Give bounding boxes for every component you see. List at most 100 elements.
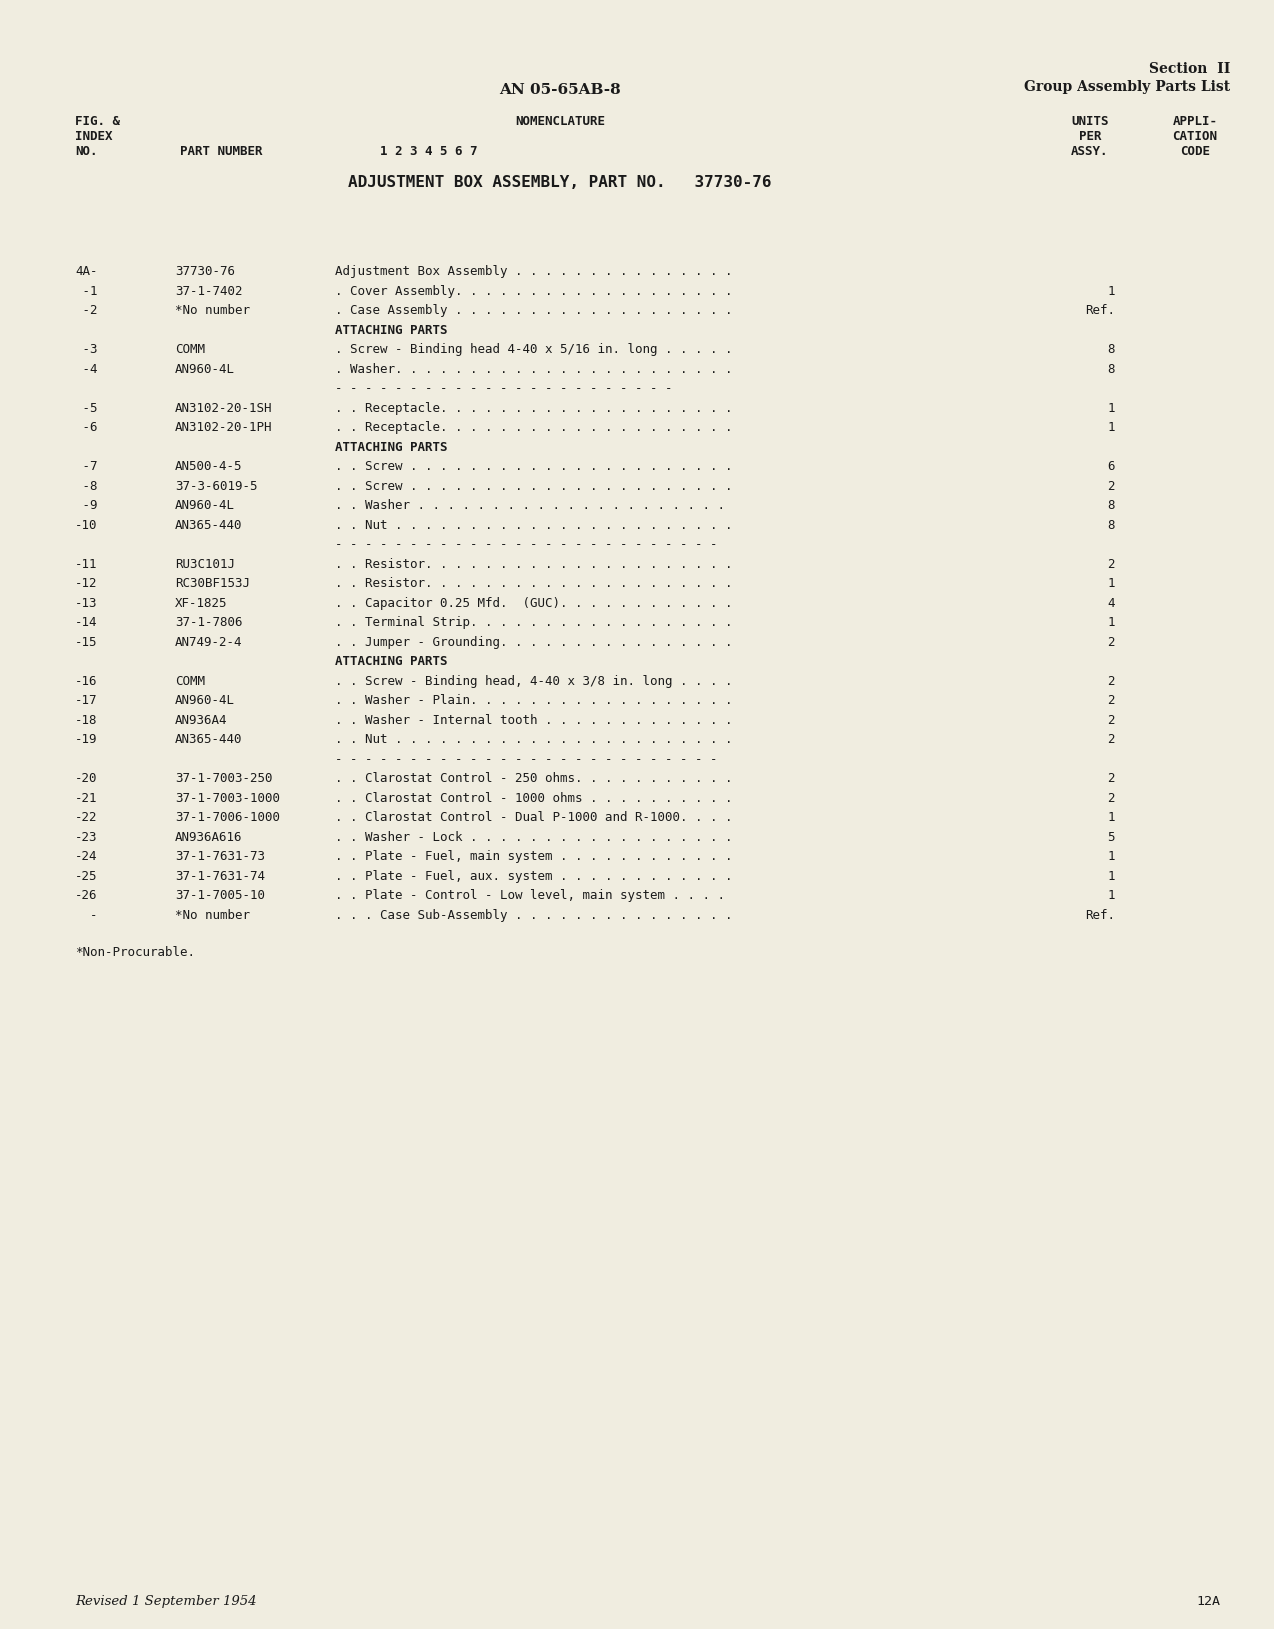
Text: 8: 8 (1107, 518, 1115, 531)
Text: - - - - - - - - - - - - - - - - - - - - - - - - - -: - - - - - - - - - - - - - - - - - - - - … (335, 538, 717, 551)
Text: -25: -25 (75, 870, 98, 883)
Text: 12A: 12A (1196, 1595, 1220, 1608)
Text: 37-1-7631-73: 37-1-7631-73 (175, 850, 265, 863)
Text: . . Plate - Fuel, main system . . . . . . . . . . . .: . . Plate - Fuel, main system . . . . . … (335, 850, 733, 863)
Text: . . Terminal Strip. . . . . . . . . . . . . . . . . .: . . Terminal Strip. . . . . . . . . . . … (335, 616, 733, 629)
Text: -16: -16 (75, 674, 98, 687)
Text: ADJUSTMENT BOX ASSEMBLY, PART NO.   37730-76: ADJUSTMENT BOX ASSEMBLY, PART NO. 37730-… (348, 174, 772, 191)
Text: 1 2 3 4 5 6 7: 1 2 3 4 5 6 7 (380, 145, 478, 158)
Text: 1: 1 (1107, 616, 1115, 629)
Text: AN365-440: AN365-440 (175, 733, 242, 746)
Text: 1: 1 (1107, 870, 1115, 883)
Text: 1: 1 (1107, 577, 1115, 590)
Text: -: - (75, 909, 98, 922)
Text: 8: 8 (1107, 498, 1115, 512)
Text: Section  II: Section II (1149, 62, 1229, 77)
Text: PER: PER (1079, 130, 1101, 143)
Text: . . Nut . . . . . . . . . . . . . . . . . . . . . . .: . . Nut . . . . . . . . . . . . . . . . … (335, 518, 733, 531)
Text: 37-1-7006-1000: 37-1-7006-1000 (175, 811, 280, 824)
Text: -15: -15 (75, 635, 98, 648)
Text: 4: 4 (1107, 596, 1115, 609)
Text: Ref.: Ref. (1085, 909, 1115, 922)
Text: AN749-2-4: AN749-2-4 (175, 635, 242, 648)
Text: -19: -19 (75, 733, 98, 746)
Text: 37-1-7003-1000: 37-1-7003-1000 (175, 792, 280, 805)
Text: NO.: NO. (75, 145, 98, 158)
Text: AN936A4: AN936A4 (175, 714, 228, 727)
Text: 1: 1 (1107, 811, 1115, 824)
Text: -10: -10 (75, 518, 98, 531)
Text: -20: -20 (75, 772, 98, 785)
Text: AN500-4-5: AN500-4-5 (175, 459, 242, 472)
Text: 37-1-7402: 37-1-7402 (175, 285, 242, 298)
Text: . . Screw . . . . . . . . . . . . . . . . . . . . . .: . . Screw . . . . . . . . . . . . . . . … (335, 459, 733, 472)
Text: - - - - - - - - - - - - - - - - - - - - - - - - - -: - - - - - - - - - - - - - - - - - - - - … (335, 753, 717, 766)
Text: AN960-4L: AN960-4L (175, 694, 234, 707)
Text: -9: -9 (75, 498, 98, 512)
Text: *Non-Procurable.: *Non-Procurable. (75, 946, 195, 959)
Text: . Case Assembly . . . . . . . . . . . . . . . . . . .: . Case Assembly . . . . . . . . . . . . … (335, 305, 733, 318)
Text: AN365-440: AN365-440 (175, 518, 242, 531)
Text: INDEX: INDEX (75, 130, 112, 143)
Text: 37-3-6019-5: 37-3-6019-5 (175, 479, 257, 492)
Text: . . Receptacle. . . . . . . . . . . . . . . . . . . .: . . Receptacle. . . . . . . . . . . . . … (335, 401, 733, 414)
Text: . . Washer - Internal tooth . . . . . . . . . . . . .: . . Washer - Internal tooth . . . . . . … (335, 714, 733, 727)
Text: - - - - - - - - - - - - - - - - - - - - - - -: - - - - - - - - - - - - - - - - - - - - … (335, 381, 673, 394)
Text: 2: 2 (1107, 635, 1115, 648)
Text: 2: 2 (1107, 479, 1115, 492)
Text: COMM: COMM (175, 674, 205, 687)
Text: -3: -3 (75, 344, 98, 357)
Text: Ref.: Ref. (1085, 305, 1115, 318)
Text: AN936A616: AN936A616 (175, 831, 242, 844)
Text: *No number: *No number (175, 909, 250, 922)
Text: -12: -12 (75, 577, 98, 590)
Text: PART NUMBER: PART NUMBER (180, 145, 262, 158)
Text: AN960-4L: AN960-4L (175, 363, 234, 376)
Text: 5: 5 (1107, 831, 1115, 844)
Text: . . Plate - Control - Low level, main system . . . .: . . Plate - Control - Low level, main sy… (335, 889, 725, 902)
Text: . . Clarostat Control - 250 ohms. . . . . . . . . . .: . . Clarostat Control - 250 ohms. . . . … (335, 772, 733, 785)
Text: 2: 2 (1107, 714, 1115, 727)
Text: -14: -14 (75, 616, 98, 629)
Text: . Washer. . . . . . . . . . . . . . . . . . . . . . .: . Washer. . . . . . . . . . . . . . . . … (335, 363, 733, 376)
Text: -7: -7 (75, 459, 98, 472)
Text: 2: 2 (1107, 674, 1115, 687)
Text: -6: -6 (75, 420, 98, 433)
Text: FIG. &: FIG. & (75, 116, 120, 129)
Text: . . . Case Sub-Assembly . . . . . . . . . . . . . . .: . . . Case Sub-Assembly . . . . . . . . … (335, 909, 733, 922)
Text: 1: 1 (1107, 420, 1115, 433)
Text: 8: 8 (1107, 363, 1115, 376)
Text: ATTACHING PARTS: ATTACHING PARTS (335, 655, 447, 668)
Text: 37-1-7806: 37-1-7806 (175, 616, 242, 629)
Text: COMM: COMM (175, 344, 205, 357)
Text: -8: -8 (75, 479, 98, 492)
Text: AN3102-20-1PH: AN3102-20-1PH (175, 420, 273, 433)
Text: Group Assembly Parts List: Group Assembly Parts List (1024, 80, 1229, 94)
Text: 2: 2 (1107, 772, 1115, 785)
Text: . . Washer - Lock . . . . . . . . . . . . . . . . . .: . . Washer - Lock . . . . . . . . . . . … (335, 831, 733, 844)
Text: UNITS: UNITS (1071, 116, 1108, 129)
Text: AN3102-20-1SH: AN3102-20-1SH (175, 401, 273, 414)
Text: XF-1825: XF-1825 (175, 596, 228, 609)
Text: -5: -5 (75, 401, 98, 414)
Text: 2: 2 (1107, 792, 1115, 805)
Text: . . Clarostat Control - Dual P-1000 and R-1000. . . .: . . Clarostat Control - Dual P-1000 and … (335, 811, 733, 824)
Text: *No number: *No number (175, 305, 250, 318)
Text: . . Washer . . . . . . . . . . . . . . . . . . . . .: . . Washer . . . . . . . . . . . . . . .… (335, 498, 725, 512)
Text: -18: -18 (75, 714, 98, 727)
Text: -23: -23 (75, 831, 98, 844)
Text: 37-1-7631-74: 37-1-7631-74 (175, 870, 265, 883)
Text: . . Plate - Fuel, aux. system . . . . . . . . . . . .: . . Plate - Fuel, aux. system . . . . . … (335, 870, 733, 883)
Text: -24: -24 (75, 850, 98, 863)
Text: . Screw - Binding head 4-40 x 5/16 in. long . . . . .: . Screw - Binding head 4-40 x 5/16 in. l… (335, 344, 733, 357)
Text: . . Capacitor 0.25 Mfd.  (GUC). . . . . . . . . . . .: . . Capacitor 0.25 Mfd. (GUC). . . . . .… (335, 596, 733, 609)
Text: 1: 1 (1107, 285, 1115, 298)
Text: 1: 1 (1107, 889, 1115, 902)
Text: -17: -17 (75, 694, 98, 707)
Text: 1: 1 (1107, 401, 1115, 414)
Text: APPLI-: APPLI- (1172, 116, 1218, 129)
Text: RC30BF153J: RC30BF153J (175, 577, 250, 590)
Text: -2: -2 (75, 305, 98, 318)
Text: . . Screw . . . . . . . . . . . . . . . . . . . . . .: . . Screw . . . . . . . . . . . . . . . … (335, 479, 733, 492)
Text: . . Nut . . . . . . . . . . . . . . . . . . . . . . .: . . Nut . . . . . . . . . . . . . . . . … (335, 733, 733, 746)
